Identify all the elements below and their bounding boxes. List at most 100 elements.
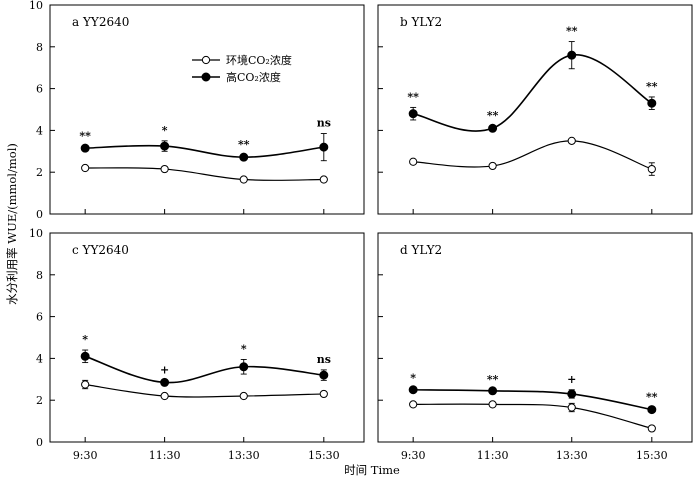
panel-label: a YY2640 (72, 15, 129, 29)
significance-label: ** (487, 109, 499, 122)
data-point (319, 142, 329, 152)
data-point (647, 164, 656, 174)
y-tick-label: 0 (36, 208, 43, 221)
significance-label: ns (317, 117, 331, 130)
data-point (239, 391, 248, 401)
data-point (239, 175, 248, 184)
data-point (319, 175, 328, 184)
panel-label: d YLY2 (400, 243, 442, 257)
panel-frame (49, 232, 365, 443)
data-point (488, 123, 498, 133)
y-tick-label: 8 (36, 269, 43, 282)
data-point (647, 424, 656, 433)
x-tick-label: 13:30 (556, 449, 588, 462)
significance-label: * (410, 372, 416, 385)
series-line (85, 144, 324, 158)
x-axis-title: 时间 Time (344, 463, 400, 477)
y-tick-label: 8 (36, 41, 43, 54)
y-tick-label: 4 (36, 124, 43, 137)
data-point (81, 163, 90, 173)
legend-entry-label: 环境CO₂浓度 (226, 53, 292, 67)
panel-b: b YLY2 ** ** ** ** (377, 4, 693, 215)
data-point (488, 386, 498, 396)
y-axis-title: 水分利用率 WUE/(mmol/mol) (5, 143, 19, 305)
y-tick-label: 6 (36, 83, 43, 96)
significance-label: * (241, 342, 247, 355)
series-elevated (80, 133, 329, 162)
data-point (567, 50, 577, 60)
panel-label: b YLY2 (400, 15, 442, 29)
data-point (319, 389, 328, 399)
data-point (80, 351, 90, 361)
series-ambient (409, 400, 656, 433)
series-line (85, 167, 324, 181)
data-point (488, 161, 497, 171)
data-point (239, 362, 249, 372)
data-point (81, 380, 90, 389)
series-line (413, 54, 653, 132)
data-point (319, 370, 329, 380)
data-point (567, 389, 577, 399)
significance-label: + (160, 363, 169, 376)
x-tick-label: 13:30 (228, 449, 260, 462)
series-ambient (409, 136, 656, 176)
significance-label: ** (238, 138, 250, 151)
y-axis-title-group: 水分利用率 WUE/(mmol/mol) (5, 143, 19, 305)
x-tick-label: 11:30 (477, 449, 509, 462)
data-point (488, 400, 497, 409)
series-line (413, 388, 652, 411)
series-ambient (81, 163, 328, 184)
series-line (85, 383, 324, 398)
panel-label: c YY2640 (72, 243, 129, 257)
y-tick-label: 10 (29, 0, 43, 12)
significance-label: ** (646, 80, 658, 93)
significance-label: ** (566, 25, 578, 38)
series-line (84, 355, 324, 384)
panel-frame (49, 4, 365, 215)
y-tick-label: 2 (36, 166, 43, 179)
legend-entry-label: 高CO₂浓度 (226, 70, 281, 84)
y-tick-label: 2 (36, 394, 43, 407)
data-point (647, 405, 657, 415)
y-tick-label: 10 (29, 227, 43, 240)
x-tick-label: 9:30 (401, 449, 426, 462)
significance-label: ** (487, 373, 499, 386)
panel-frame (377, 232, 693, 443)
legend-marker (201, 55, 211, 65)
series-elevated (408, 41, 657, 133)
data-point (409, 400, 418, 409)
series-ambient (81, 379, 328, 401)
series-elevated (80, 349, 329, 387)
data-point (160, 377, 170, 387)
y-tick-label: 6 (36, 311, 43, 324)
panel-frame (377, 4, 693, 215)
data-point (408, 109, 418, 119)
data-point (647, 98, 657, 108)
data-point (408, 385, 418, 395)
data-point (160, 164, 169, 174)
x-tick-label: 15:30 (308, 449, 340, 462)
significance-label: ** (79, 129, 91, 142)
series-line (413, 403, 652, 430)
x-tick-label: 11:30 (149, 449, 181, 462)
legend-marker (201, 72, 211, 82)
series-elevated (408, 385, 657, 415)
y-tick-label: 4 (36, 352, 43, 365)
significance-label: ** (646, 391, 658, 404)
significance-label: * (162, 124, 168, 137)
significance-label: ** (407, 90, 419, 103)
data-point (80, 143, 90, 153)
data-point (409, 157, 418, 166)
panel-d: 9:30 11:30 13:30 15:30d YLY2* ** +** (377, 232, 693, 462)
significance-label: ns (317, 353, 331, 366)
y-tick-label: 0 (36, 436, 43, 449)
data-point (567, 136, 576, 145)
series-line (413, 140, 653, 170)
significance-label: + (567, 373, 576, 386)
x-tick-label: 9:30 (73, 449, 98, 462)
data-point (160, 391, 169, 401)
